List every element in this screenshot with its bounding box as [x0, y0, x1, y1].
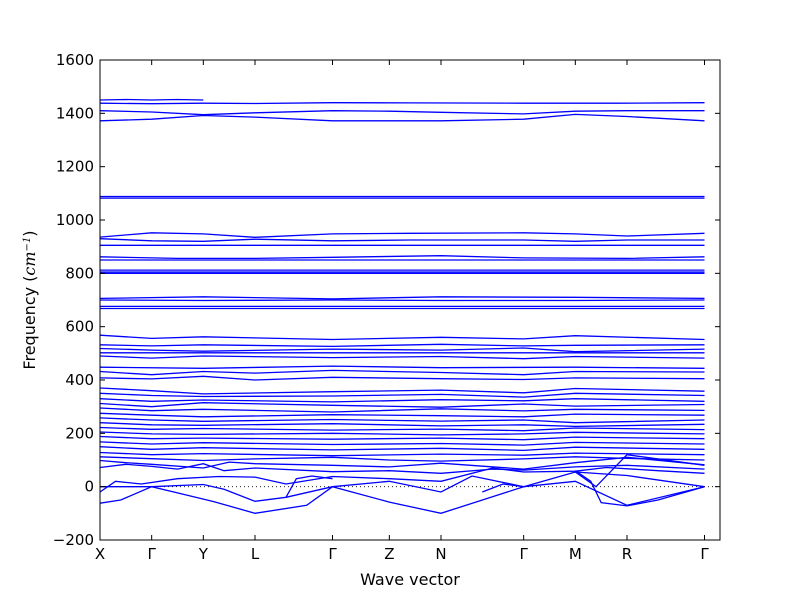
band-line-23 — [99, 355, 705, 360]
band-line-33 — [99, 417, 705, 424]
y-tick-label: 200 — [65, 424, 94, 442]
band-line-15 — [99, 296, 705, 300]
y-axis-title-prefix: Frequency ( — [20, 276, 39, 370]
band-line-44 — [99, 466, 705, 493]
x-tick-label: Γ — [700, 545, 709, 563]
band-line-27 — [99, 387, 705, 395]
band-line-48 — [482, 483, 524, 493]
y-tick-label: −200 — [53, 531, 94, 549]
y-axis-title-unit: cm — [20, 251, 39, 275]
y-tick-label: 1000 — [56, 211, 94, 229]
y-axis-title-suffix: ) — [20, 230, 39, 236]
band-line-35 — [99, 426, 705, 432]
x-tick-label: X — [95, 545, 105, 563]
band-line-49 — [574, 470, 705, 507]
band-line-7 — [99, 232, 705, 238]
y-tick-label: 1600 — [56, 51, 94, 69]
x-tick-label: Y — [198, 545, 209, 563]
band-line-29 — [99, 398, 705, 403]
band-line-47 — [285, 475, 333, 498]
band-line-39 — [99, 446, 705, 452]
x-tick-label: L — [251, 545, 260, 563]
x-axis-title: Wave vector — [360, 570, 460, 589]
band-line-28 — [99, 392, 705, 398]
x-tick-label: N — [435, 545, 446, 563]
band-line-42 — [99, 456, 705, 470]
band-line-43 — [99, 463, 705, 474]
y-tick-label: 0 — [84, 478, 94, 496]
y-axis-title: Frequency (cm−1) — [20, 230, 39, 369]
y-tick-label: 800 — [65, 264, 94, 282]
x-tick-label: Γ — [147, 545, 156, 563]
band-line-16 — [99, 299, 705, 302]
y-tick-label: 1400 — [56, 104, 94, 122]
band-line-21 — [99, 347, 705, 353]
band-line-10 — [99, 255, 705, 260]
x-tick-label: Γ — [328, 545, 337, 563]
x-tick-label: Γ — [519, 545, 528, 563]
x-tick-label: Z — [384, 545, 394, 563]
band-line-25 — [99, 369, 705, 376]
band-line-45 — [99, 471, 705, 514]
plot-area-border — [99, 59, 721, 541]
band-line-8 — [99, 238, 705, 242]
band-line-2 — [99, 102, 705, 105]
phonon-bands — [99, 98, 705, 514]
y-tick-label: 400 — [65, 371, 94, 389]
band-line-1 — [99, 98, 204, 101]
y-tick-label: 1200 — [56, 158, 94, 176]
band-line-38 — [99, 441, 705, 446]
band-line-31 — [99, 407, 705, 413]
band-line-37 — [99, 435, 705, 441]
y-tick-label: 600 — [65, 318, 94, 336]
x-tick-label: M — [569, 545, 582, 563]
band-line-4 — [99, 113, 705, 122]
band-line-34 — [99, 422, 705, 428]
band-line-50 — [574, 454, 705, 488]
band-line-30 — [99, 402, 705, 408]
band-line-46 — [100, 475, 705, 506]
band-line-36 — [99, 431, 705, 436]
band-line-19 — [99, 334, 705, 341]
band-line-41 — [99, 456, 705, 462]
band-line-32 — [99, 412, 705, 418]
band-line-24 — [99, 365, 705, 369]
band-line-20 — [99, 343, 705, 348]
plot-frame — [99, 59, 721, 541]
band-line-3 — [99, 110, 705, 116]
axis-ticks: −200 0 200 400 600 800 1000 1200 1400 1600 X Γ Y L Γ Z N… — [53, 51, 720, 563]
band-line-40 — [99, 451, 705, 457]
y-axis-title-exponent: −1 — [22, 237, 33, 252]
band-line-26 — [99, 375, 705, 381]
x-tick-label: R — [622, 545, 632, 563]
